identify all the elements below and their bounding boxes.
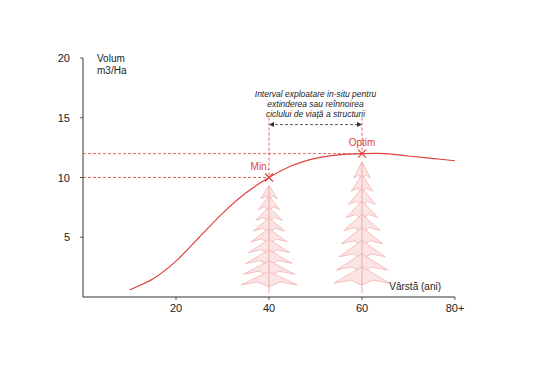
tree-trunk [362, 162, 363, 293]
y-tick-label: 10 [58, 172, 70, 184]
marker-stroke [265, 174, 273, 182]
guide-horizontal [83, 153, 362, 154]
x-tick [176, 297, 177, 300]
chart-svg: 5 10 15 20 20 40 60 80+ Volumm3/Ha Vârstă (ani) In… [0, 0, 540, 369]
interval-line [270, 124, 361, 125]
chart-root: 5 10 15 20 20 40 60 80+ Volumm3/Ha Vârstă (ani) In… [0, 0, 540, 369]
y-tick-label: 5 [64, 231, 70, 243]
marker-stroke [265, 174, 273, 182]
guide-horizontal [83, 177, 269, 178]
point-label: Min. [251, 161, 270, 172]
x-tick [455, 297, 456, 300]
tree-trunk [269, 186, 270, 294]
point-marker [265, 174, 273, 182]
x-tick [269, 297, 270, 300]
interval-arrow [269, 122, 362, 127]
y-tick-label: 20 [58, 52, 70, 64]
y-axis-label: Volum [97, 53, 125, 64]
plot-area [130, 150, 456, 290]
point-marker [358, 150, 366, 158]
x-tick [362, 297, 363, 300]
arrow-head [269, 122, 274, 127]
x-tick-label: 40 [263, 302, 275, 314]
y-axis-label: m3/Ha [97, 65, 127, 76]
arrow-head [357, 122, 362, 127]
point-label: Optim [349, 137, 376, 148]
x-axis-label: Vârstă (ani) [389, 281, 441, 292]
x-tick-label: 60 [356, 302, 368, 314]
y-tick [80, 237, 83, 238]
x-tick-label: 20 [170, 302, 182, 314]
interval-text: Interval exploatare in-situ pentru [255, 89, 377, 99]
interval-text: ciclului de viață a structurii [266, 109, 366, 119]
marker-stroke [358, 150, 366, 158]
y-tick [80, 58, 83, 59]
x-tick-label: 80+ [446, 302, 465, 314]
y-tick [80, 177, 83, 178]
y-tick-label: 15 [58, 112, 70, 124]
marker-stroke [358, 150, 366, 158]
interval-text: extinderea sau reînnoirea [267, 99, 364, 109]
y-tick [80, 117, 83, 118]
guide-vertical [362, 118, 363, 154]
data-line [130, 153, 456, 289]
